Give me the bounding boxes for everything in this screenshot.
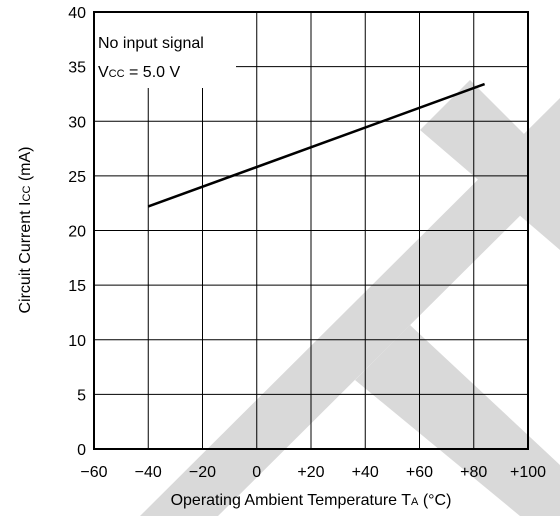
y-tick-label: 0 bbox=[77, 442, 86, 459]
x-tick-label: −40 bbox=[135, 464, 162, 481]
y-axis-label: Circuit Current ICC (mA) bbox=[17, 146, 34, 313]
x-tick-label: +80 bbox=[460, 464, 487, 481]
series-layer bbox=[147, 82, 486, 208]
x-tick-label: +40 bbox=[352, 464, 379, 481]
x-tick-label: +60 bbox=[406, 464, 433, 481]
annotation-line1: No input signal bbox=[98, 35, 204, 52]
y-tick-label: 15 bbox=[68, 278, 86, 295]
x-tick-label: 0 bbox=[252, 464, 261, 481]
y-tick-label: 40 bbox=[68, 5, 86, 22]
y-tick-label: 5 bbox=[77, 387, 86, 404]
x-tick-label: +100 bbox=[510, 464, 546, 481]
x-tick-labels: −60 −40 −20 0 +20 +40 +60 +80 +100 bbox=[80, 464, 546, 481]
y-tick-label: 25 bbox=[68, 169, 86, 186]
series-line bbox=[147, 82, 486, 208]
y-tick-label: 30 bbox=[68, 114, 86, 131]
y-tick-labels: 0 5 10 15 20 25 30 35 40 bbox=[68, 5, 86, 459]
x-tick-label: +20 bbox=[297, 464, 324, 481]
annotation-box bbox=[94, 12, 236, 88]
x-tick-label: −60 bbox=[80, 464, 107, 481]
y-tick-label: 10 bbox=[68, 333, 86, 350]
watermark-layer bbox=[140, 80, 560, 516]
watermark-stripe bbox=[355, 325, 560, 516]
x-axis-label: Operating Ambient Temperature TA (°C) bbox=[171, 492, 452, 509]
y-tick-label: 20 bbox=[68, 224, 86, 241]
annotation-line2: VCC = 5.0 V bbox=[98, 64, 180, 81]
watermark-stripe bbox=[140, 98, 560, 516]
x-tick-label: −20 bbox=[189, 464, 216, 481]
y-tick-label: 35 bbox=[68, 60, 86, 77]
plot-frame bbox=[93, 11, 529, 450]
watermark-stripe bbox=[420, 80, 560, 250]
